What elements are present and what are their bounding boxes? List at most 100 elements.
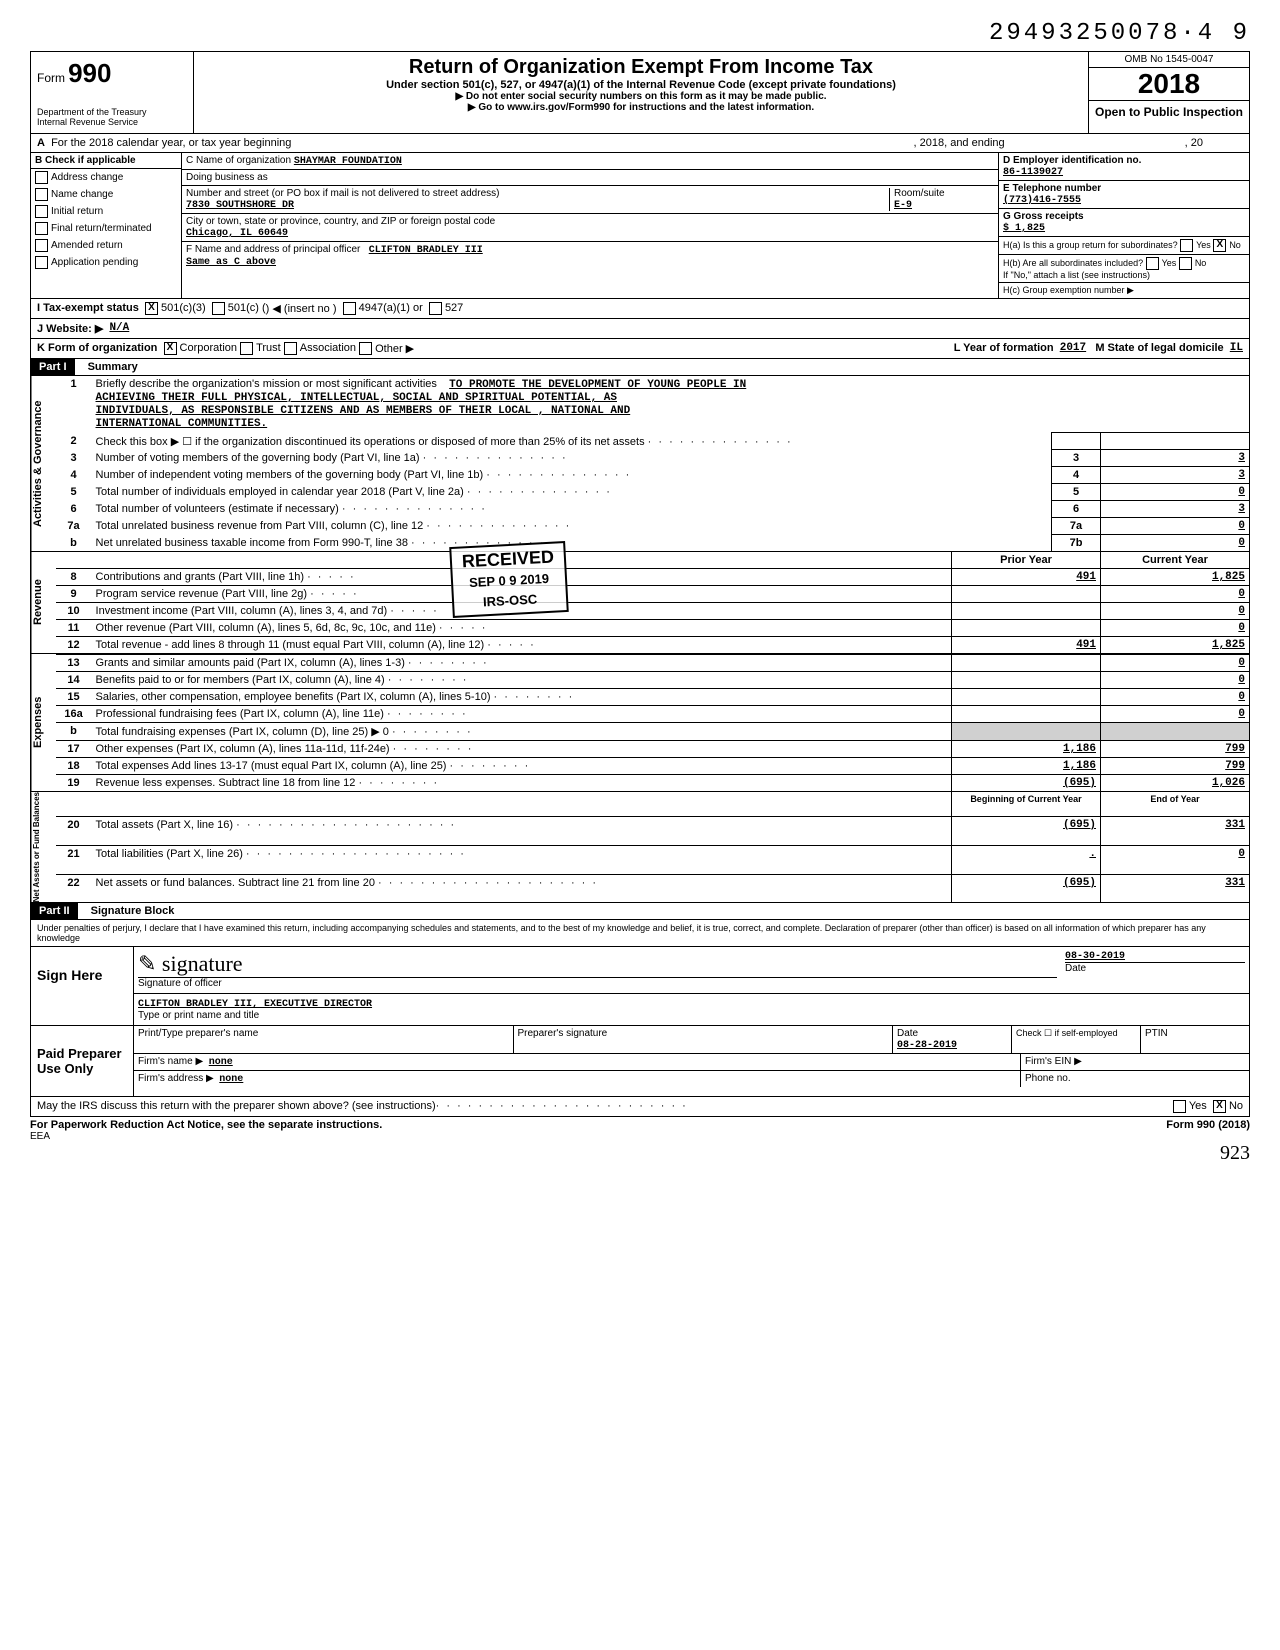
prep-date-label: Date: [897, 1028, 918, 1039]
part-1-header: Part I Summary: [30, 359, 1250, 376]
opt-insert: ) ◀ (insert no ): [266, 302, 337, 315]
sign-date: 08-30-2019: [1065, 951, 1245, 962]
rev-table: Prior Year Current Year 8Contributions a…: [56, 552, 1249, 653]
k-label: K Form of organization: [37, 342, 157, 355]
gov-row: 4Number of independent voting members of…: [56, 467, 1249, 484]
gross-label: G Gross receipts: [1003, 211, 1084, 222]
form-number: 990: [68, 58, 111, 88]
end-year-header: End of Year: [1101, 792, 1250, 817]
perjury-text: Under penalties of perjury, I declare th…: [30, 920, 1250, 947]
check-item-5: Application pending: [51, 257, 138, 268]
street-label: Number and street (or PO box if mail is …: [186, 188, 499, 199]
opt-501c: 501(c) (: [228, 302, 266, 315]
hb-no-box[interactable]: [1179, 257, 1192, 270]
501c3-box[interactable]: X: [145, 302, 158, 315]
corp-box[interactable]: X: [164, 342, 177, 355]
mission-intro: Briefly describe the organization's miss…: [96, 378, 437, 390]
begin-year-header: Beginning of Current Year: [952, 792, 1101, 817]
ein-value: 86-1139027: [1003, 167, 1063, 178]
gov-row: 3Number of voting members of the governi…: [56, 450, 1249, 467]
mission-no: 1: [56, 376, 92, 433]
page-foot-number: 923: [30, 1142, 1250, 1165]
dept-2: Internal Revenue Service: [37, 117, 187, 127]
checkbox-name-change[interactable]: [35, 188, 48, 201]
net-row: 21Total liabilities (Part X, line 26) · …: [56, 846, 1249, 875]
discuss-no-box[interactable]: X: [1213, 1100, 1226, 1113]
checkbox-address-change[interactable]: [35, 171, 48, 184]
checkbox-final-return[interactable]: [35, 222, 48, 235]
rev-section: RECEIVED SEP 0 9 2019 IRS-OSC Revenue Pr…: [30, 552, 1250, 654]
gross-value: $ 1,825: [1003, 223, 1045, 234]
discuss-row: May the IRS discuss this return with the…: [30, 1097, 1250, 1117]
line-j: J Website: ▶ N/A: [30, 319, 1250, 339]
mission-4: INTERNATIONAL COMMUNITIES.: [96, 418, 268, 430]
check-item-4: Amended return: [51, 240, 123, 251]
mission-3: INDIVIDUALS, AS RESPONSIBLE CITIZENS AND…: [96, 405, 631, 417]
officer-addr: Same as C above: [186, 257, 276, 268]
j-label: J Website: ▶: [37, 322, 103, 335]
assoc-box[interactable]: [284, 342, 297, 355]
section-bcdefgh: B Check if applicable Address change Nam…: [30, 153, 1250, 299]
firm-name: none: [209, 1057, 233, 1068]
mission-2: ACHIEVING THEIR FULL PHYSICAL, INTELLECT…: [96, 392, 618, 404]
city-label: City or town, state or province, country…: [186, 216, 495, 227]
city-value: Chicago, IL 60649: [186, 228, 288, 239]
checkbox-app-pending[interactable]: [35, 256, 48, 269]
discuss-text: May the IRS discuss this return with the…: [37, 1100, 436, 1113]
part-2-title: Signature Block: [81, 905, 175, 917]
gov-table: 1 Briefly describe the organization's mi…: [56, 376, 1249, 551]
sign-here-block: Sign Here ✎ signature Signature of offic…: [30, 947, 1250, 1026]
501c-box[interactable]: [212, 302, 225, 315]
footer: For Paperwork Reduction Act Notice, see …: [30, 1117, 1250, 1131]
ptin-label: PTIN: [1145, 1028, 1168, 1039]
org-name: SHAYMAR FOUNDATION: [294, 156, 402, 167]
check-item-3: Final return/terminated: [51, 223, 152, 234]
officer-name: CLIFTON BRADLEY III: [369, 245, 483, 256]
prep-name-label: Print/Type preparer's name: [138, 1028, 258, 1039]
line-a-mid: , 2018, and ending: [914, 137, 1005, 149]
exp-row: 13Grants and similar amounts paid (Part …: [56, 655, 1249, 672]
firm-addr-label: Firm's address ▶: [138, 1073, 214, 1084]
gov-row: 6Total number of volunteers (estimate if…: [56, 501, 1249, 518]
part-1-label: Part I: [31, 359, 75, 375]
street-value: 7830 SOUTHSHORE DR: [186, 200, 294, 211]
check-item-2: Initial return: [51, 206, 103, 217]
net-side-label: Net Assets or Fund Balances: [31, 792, 56, 902]
exp-row: bTotal fundraising expenses (Part IX, co…: [56, 723, 1249, 741]
phone-label: E Telephone number: [1003, 183, 1101, 194]
hb-yes: Yes: [1162, 258, 1177, 268]
exp-table: 13Grants and similar amounts paid (Part …: [56, 654, 1249, 791]
footer-right: Form 990 (2018): [1166, 1119, 1250, 1131]
ha-yes-box[interactable]: [1180, 239, 1193, 252]
check-item-0: Address change: [51, 172, 123, 183]
gov-section: Activities & Governance 1 Briefly descri…: [30, 376, 1250, 552]
discuss-yes-box[interactable]: [1173, 1100, 1186, 1113]
exp-side-label: Expenses: [31, 654, 56, 791]
discuss-no: No: [1229, 1100, 1243, 1113]
checkbox-amended[interactable]: [35, 239, 48, 252]
part-2-header: Part II Signature Block: [30, 903, 1250, 920]
trust-box[interactable]: [240, 342, 253, 355]
4947-box[interactable]: [343, 302, 356, 315]
other-box[interactable]: [359, 342, 372, 355]
net-table: Beginning of Current Year End of Year 20…: [56, 792, 1249, 902]
527-box[interactable]: [429, 302, 442, 315]
ha-no-box[interactable]: X: [1213, 239, 1226, 252]
check-item-1: Name change: [51, 189, 113, 200]
prep-date: 08-28-2019: [897, 1040, 957, 1051]
hb-yes-box[interactable]: [1146, 257, 1159, 270]
open-public: Open to Public Inspection: [1089, 101, 1249, 123]
mission-1: TO PROMOTE THE DEVELOPMENT OF YOUNG PEOP…: [449, 379, 746, 391]
dept-1: Department of the Treasury: [37, 107, 187, 117]
form-header: Form 990 Department of the Treasury Inte…: [30, 51, 1250, 134]
rev-row: 8Contributions and grants (Part VIII, li…: [56, 569, 1249, 586]
firm-phone-label: Phone no.: [1025, 1073, 1071, 1084]
prior-year-header: Prior Year: [952, 552, 1101, 569]
sign-here-label: Sign Here: [31, 947, 134, 1025]
opt-trust: Trust: [256, 342, 281, 355]
opt-other: Other ▶: [375, 342, 414, 355]
signer-name: CLIFTON BRADLEY III, EXECUTIVE DIRECTOR: [138, 999, 372, 1010]
checkbox-initial-return[interactable]: [35, 205, 48, 218]
exp-row: 16aProfessional fundraising fees (Part I…: [56, 706, 1249, 723]
ha-yes: Yes: [1196, 240, 1211, 250]
